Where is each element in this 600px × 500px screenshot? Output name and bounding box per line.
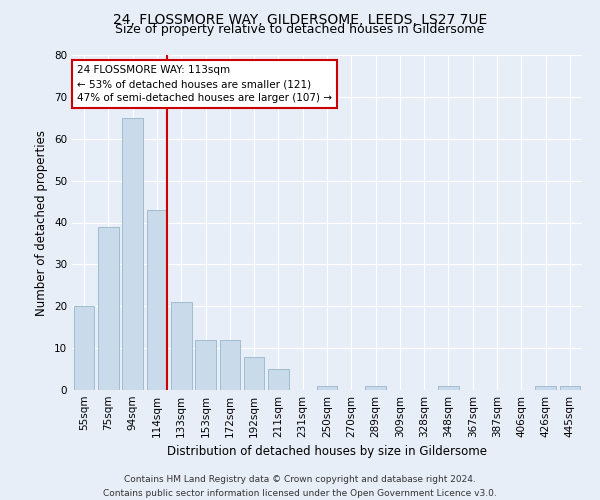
Bar	[535, 386, 556, 390]
Bar	[317, 386, 337, 390]
Bar	[98, 226, 119, 390]
Bar	[171, 302, 191, 390]
Bar	[122, 118, 143, 390]
Text: 24, FLOSSMORE WAY, GILDERSOME, LEEDS, LS27 7UE: 24, FLOSSMORE WAY, GILDERSOME, LEEDS, LS…	[113, 12, 487, 26]
Bar	[195, 340, 216, 390]
Bar	[220, 340, 240, 390]
Bar	[74, 306, 94, 390]
Text: Contains HM Land Registry data © Crown copyright and database right 2024.
Contai: Contains HM Land Registry data © Crown c…	[103, 476, 497, 498]
Text: 24 FLOSSMORE WAY: 113sqm
← 53% of detached houses are smaller (121)
47% of semi-: 24 FLOSSMORE WAY: 113sqm ← 53% of detach…	[77, 65, 332, 103]
Bar	[268, 369, 289, 390]
Bar	[560, 386, 580, 390]
Text: Size of property relative to detached houses in Gildersome: Size of property relative to detached ho…	[115, 22, 485, 36]
Bar	[438, 386, 459, 390]
X-axis label: Distribution of detached houses by size in Gildersome: Distribution of detached houses by size …	[167, 446, 487, 458]
Y-axis label: Number of detached properties: Number of detached properties	[35, 130, 49, 316]
Bar	[365, 386, 386, 390]
Bar	[244, 356, 265, 390]
Bar	[146, 210, 167, 390]
